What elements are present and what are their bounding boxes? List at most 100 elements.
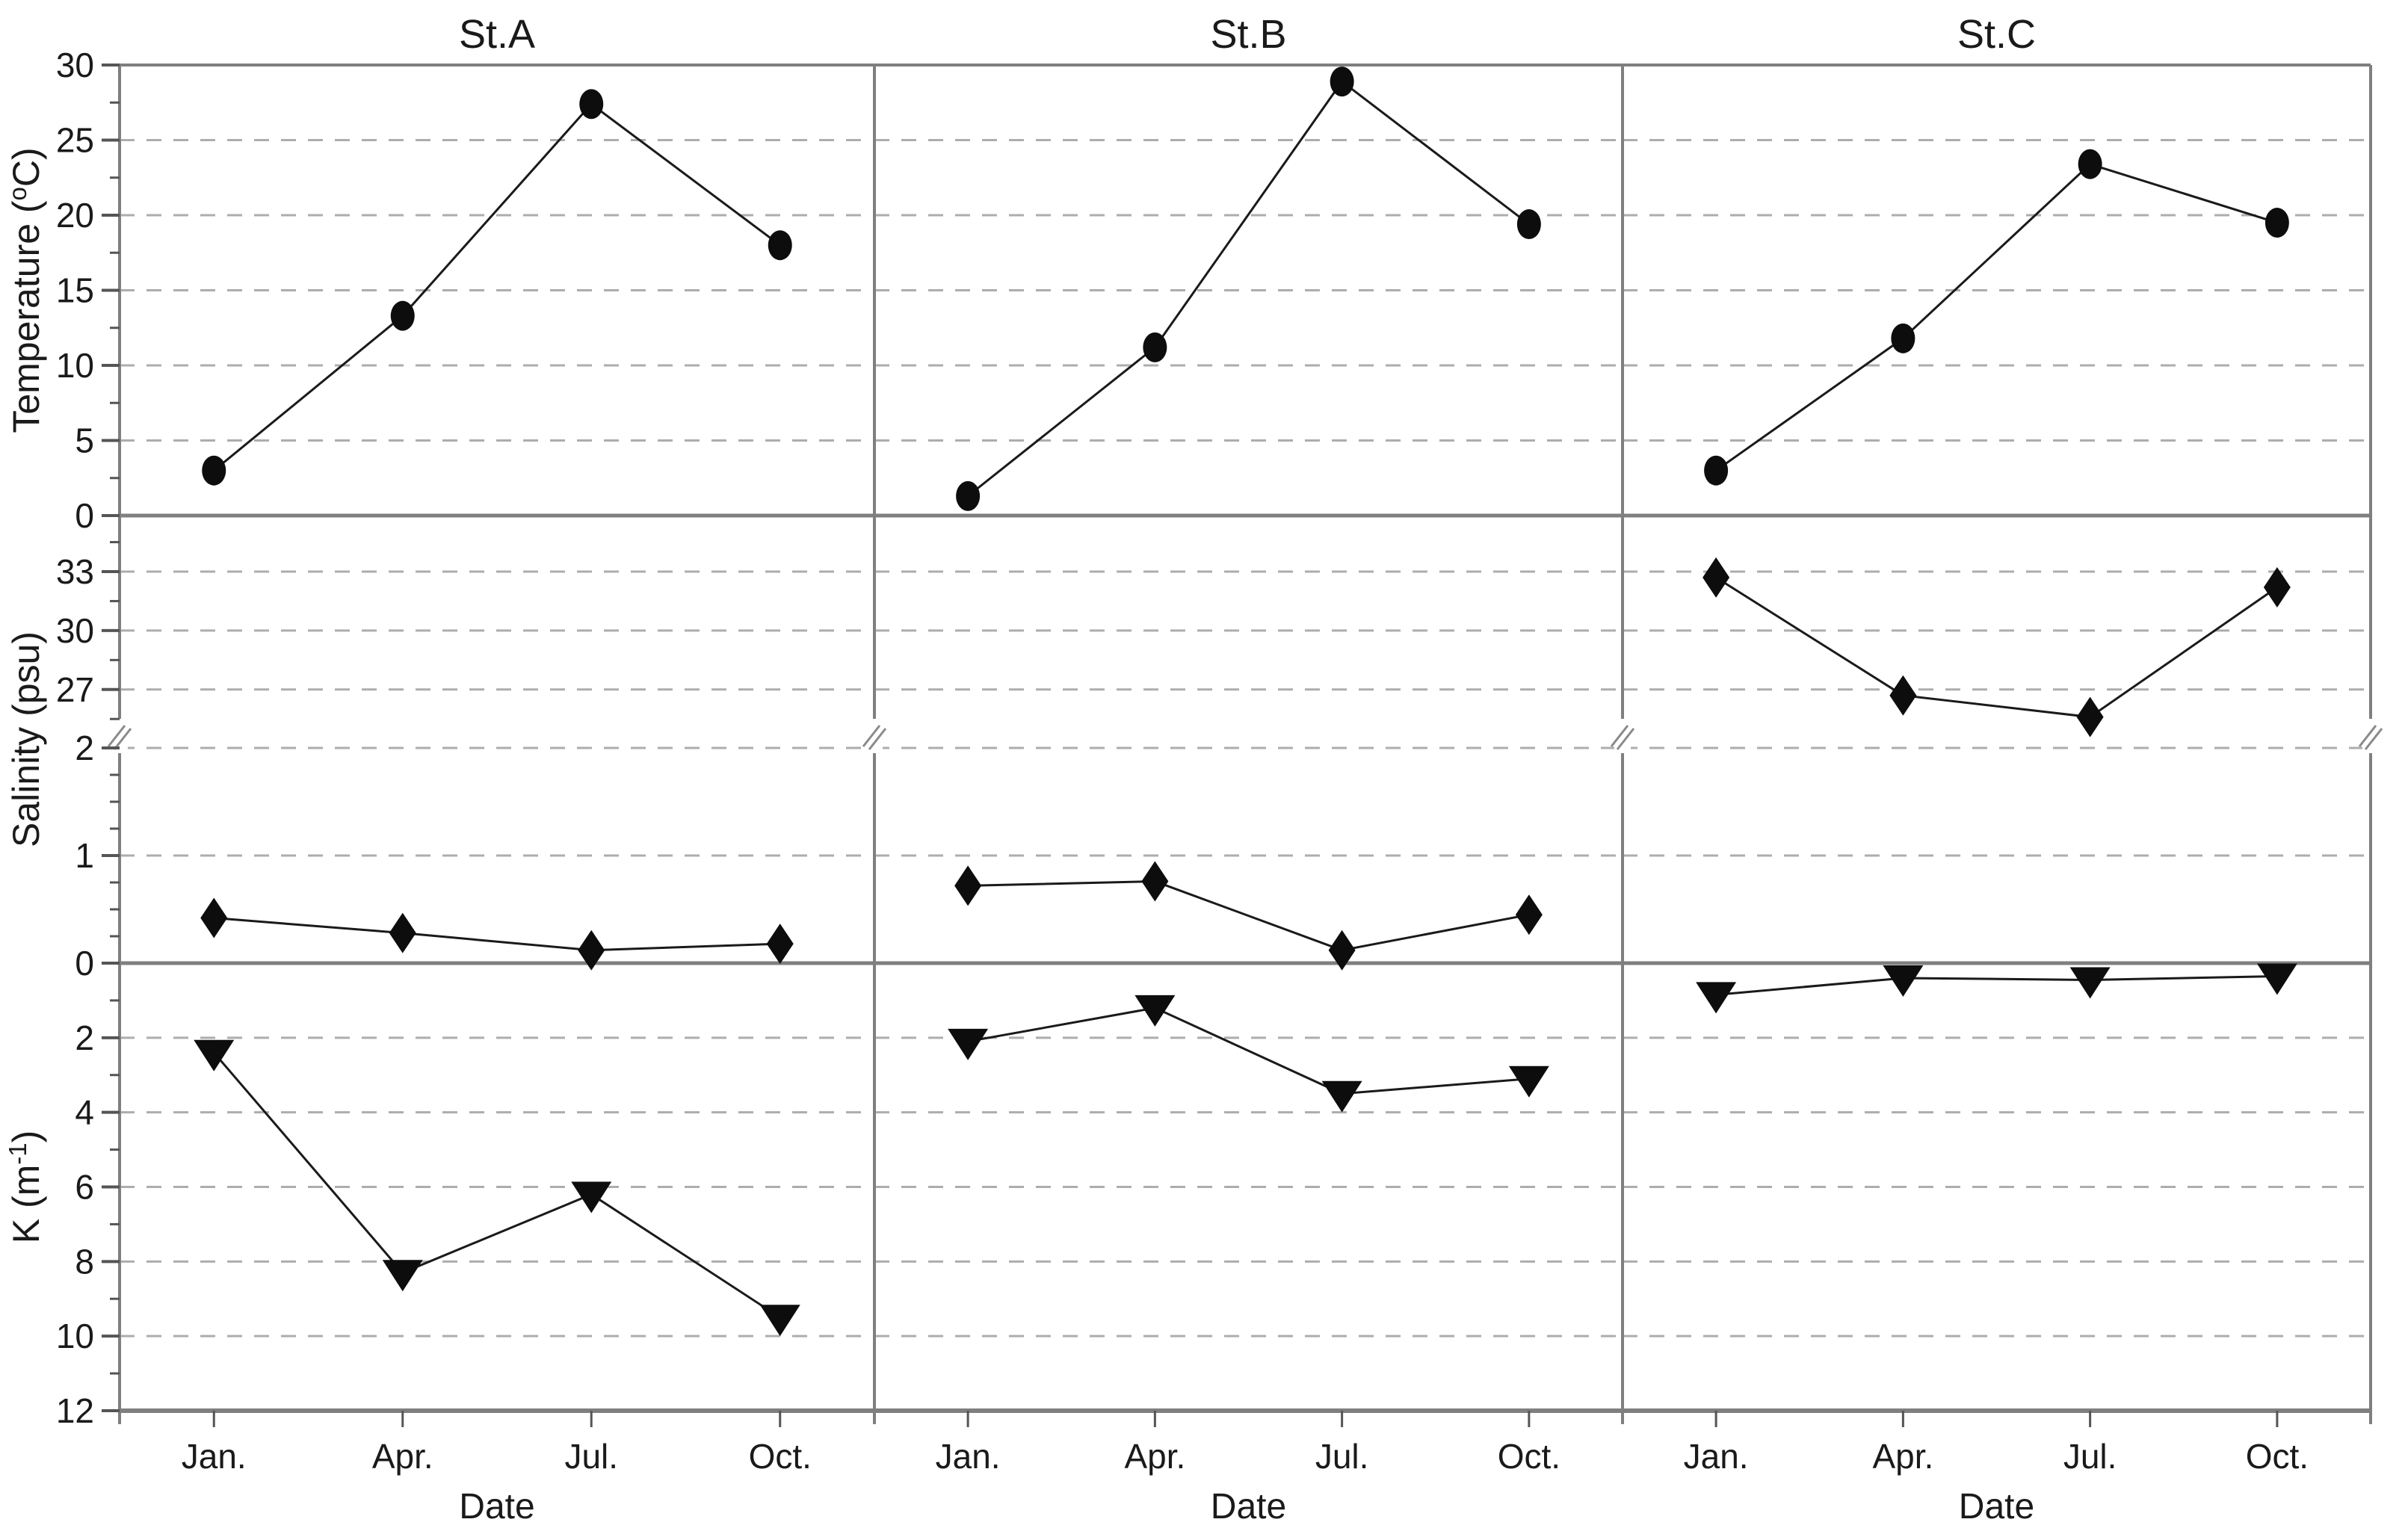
x-tick-label: Apr. xyxy=(1124,1437,1185,1476)
data-line xyxy=(1715,576,2278,719)
y-tick-label: 30 xyxy=(56,611,94,650)
series-temperature-sta xyxy=(202,89,792,486)
x-tick-label: Jul. xyxy=(1315,1437,1369,1476)
y-tick-label: 30 xyxy=(56,46,94,84)
data-point-marker xyxy=(2265,208,2289,238)
data-point-marker xyxy=(2263,567,2291,608)
x-tick-label: Oct. xyxy=(1498,1437,1560,1476)
data-point-marker xyxy=(578,930,605,971)
data-point-marker xyxy=(1330,67,1354,97)
data-point-marker xyxy=(1515,894,1543,935)
series-salinity-stb xyxy=(954,861,1543,971)
series-k-stb xyxy=(948,995,1549,1113)
data-line xyxy=(213,1051,781,1319)
y-axis-label: K (m-1) xyxy=(4,1131,47,1244)
axis-break-slash xyxy=(1616,728,1635,750)
x-axis-label: Date xyxy=(1211,1487,1286,1527)
panel-title: St.A xyxy=(459,12,535,57)
data-line xyxy=(1715,162,2278,471)
data-point-marker xyxy=(1328,930,1356,971)
data-point-marker xyxy=(1702,557,1730,598)
x-tick-label: Apr. xyxy=(1872,1437,1933,1476)
x-tick-label: Apr. xyxy=(372,1437,433,1476)
y-tick-label: 5 xyxy=(75,421,94,460)
series-k-sta xyxy=(194,1039,800,1337)
data-point-marker xyxy=(1508,1066,1549,1098)
series-salinity-stc xyxy=(1702,557,2291,737)
data-line xyxy=(214,917,780,952)
y-tick-label: 10 xyxy=(56,1317,94,1355)
y-axis-label: Temperature (oC) xyxy=(4,147,47,433)
y-tick-label: 2 xyxy=(75,1018,94,1057)
data-line xyxy=(968,880,1530,952)
series-temperature-stb xyxy=(956,67,1541,511)
series-temperature-stc xyxy=(1704,149,2289,486)
x-tick-label: Jan. xyxy=(182,1437,247,1476)
data-point-marker xyxy=(759,1305,800,1337)
data-point-marker xyxy=(956,480,981,511)
data-line xyxy=(967,1006,1529,1095)
axis-break-slash xyxy=(2358,725,2377,747)
data-point-marker xyxy=(194,1039,235,1071)
axis-break-slash xyxy=(2364,728,2383,750)
x-ticks xyxy=(212,1411,2279,1427)
x-tick-label: Jan. xyxy=(936,1437,1001,1476)
y-tick-label: 0 xyxy=(75,496,94,535)
panel-title: St.C xyxy=(1957,12,2036,57)
data-point-marker xyxy=(200,897,228,938)
data-point-marker xyxy=(382,1260,423,1292)
y-tick-label: 20 xyxy=(56,196,94,235)
axis-break-slash xyxy=(1610,725,1629,747)
axis-break-marks xyxy=(107,719,2383,753)
y-tick-label: 1 xyxy=(75,836,94,875)
data-point-marker xyxy=(1883,965,1924,997)
data-point-marker xyxy=(579,89,604,120)
y-axis-label: Salinity (psu) xyxy=(5,631,47,847)
y-tick-label: 33 xyxy=(56,552,94,591)
data-point-marker xyxy=(1704,455,1729,486)
data-point-marker xyxy=(1141,861,1169,902)
x-tick-labels: Jan. Apr. Jul. Oct. Jan. Apr. Jul. Oct. Jan. Apr.… xyxy=(182,1437,2309,1476)
axis-break-slash xyxy=(113,728,132,750)
y-tick-label: 6 xyxy=(75,1168,94,1207)
data-point-marker xyxy=(1696,982,1737,1014)
y-ticks xyxy=(102,64,120,1412)
data-point-marker xyxy=(389,912,416,953)
x-tick-label: Oct. xyxy=(2246,1437,2309,1476)
series-salinity-sta xyxy=(200,897,794,971)
data-point-marker xyxy=(954,865,982,906)
data-point-marker xyxy=(1134,995,1176,1027)
data-line xyxy=(213,102,781,471)
y-tick-label: 0 xyxy=(75,944,94,983)
x-tick-label: Jul. xyxy=(564,1437,618,1476)
data-point-marker xyxy=(390,300,415,331)
axis-break-slash xyxy=(862,725,881,747)
y-tick-label: 8 xyxy=(75,1242,94,1281)
y-tick-label: 10 xyxy=(56,346,94,385)
data-point-marker xyxy=(1516,209,1541,240)
data-point-marker xyxy=(2076,696,2104,737)
y-tick-label: 4 xyxy=(75,1093,94,1132)
y-tick-label: 15 xyxy=(56,271,94,310)
data-point-marker xyxy=(1321,1080,1362,1113)
data-point-marker xyxy=(202,455,226,486)
gridlines xyxy=(120,139,2371,1337)
y-tick-label: 12 xyxy=(56,1391,94,1430)
data-point-marker xyxy=(1143,332,1167,362)
data-line xyxy=(967,79,1530,498)
y-tick-label: 27 xyxy=(56,670,94,709)
data-point-marker xyxy=(1889,675,1917,716)
series-k-stc xyxy=(1696,963,2297,1014)
data-point-marker xyxy=(948,1028,989,1060)
data-point-marker xyxy=(571,1181,612,1213)
panel-title: St.B xyxy=(1210,12,1286,57)
data-point-marker xyxy=(2069,967,2111,999)
x-tick-label: Oct. xyxy=(749,1437,812,1476)
data-line xyxy=(1715,974,2277,996)
x-tick-label: Jan. xyxy=(1684,1437,1749,1476)
x-axis-label: Date xyxy=(459,1487,534,1527)
